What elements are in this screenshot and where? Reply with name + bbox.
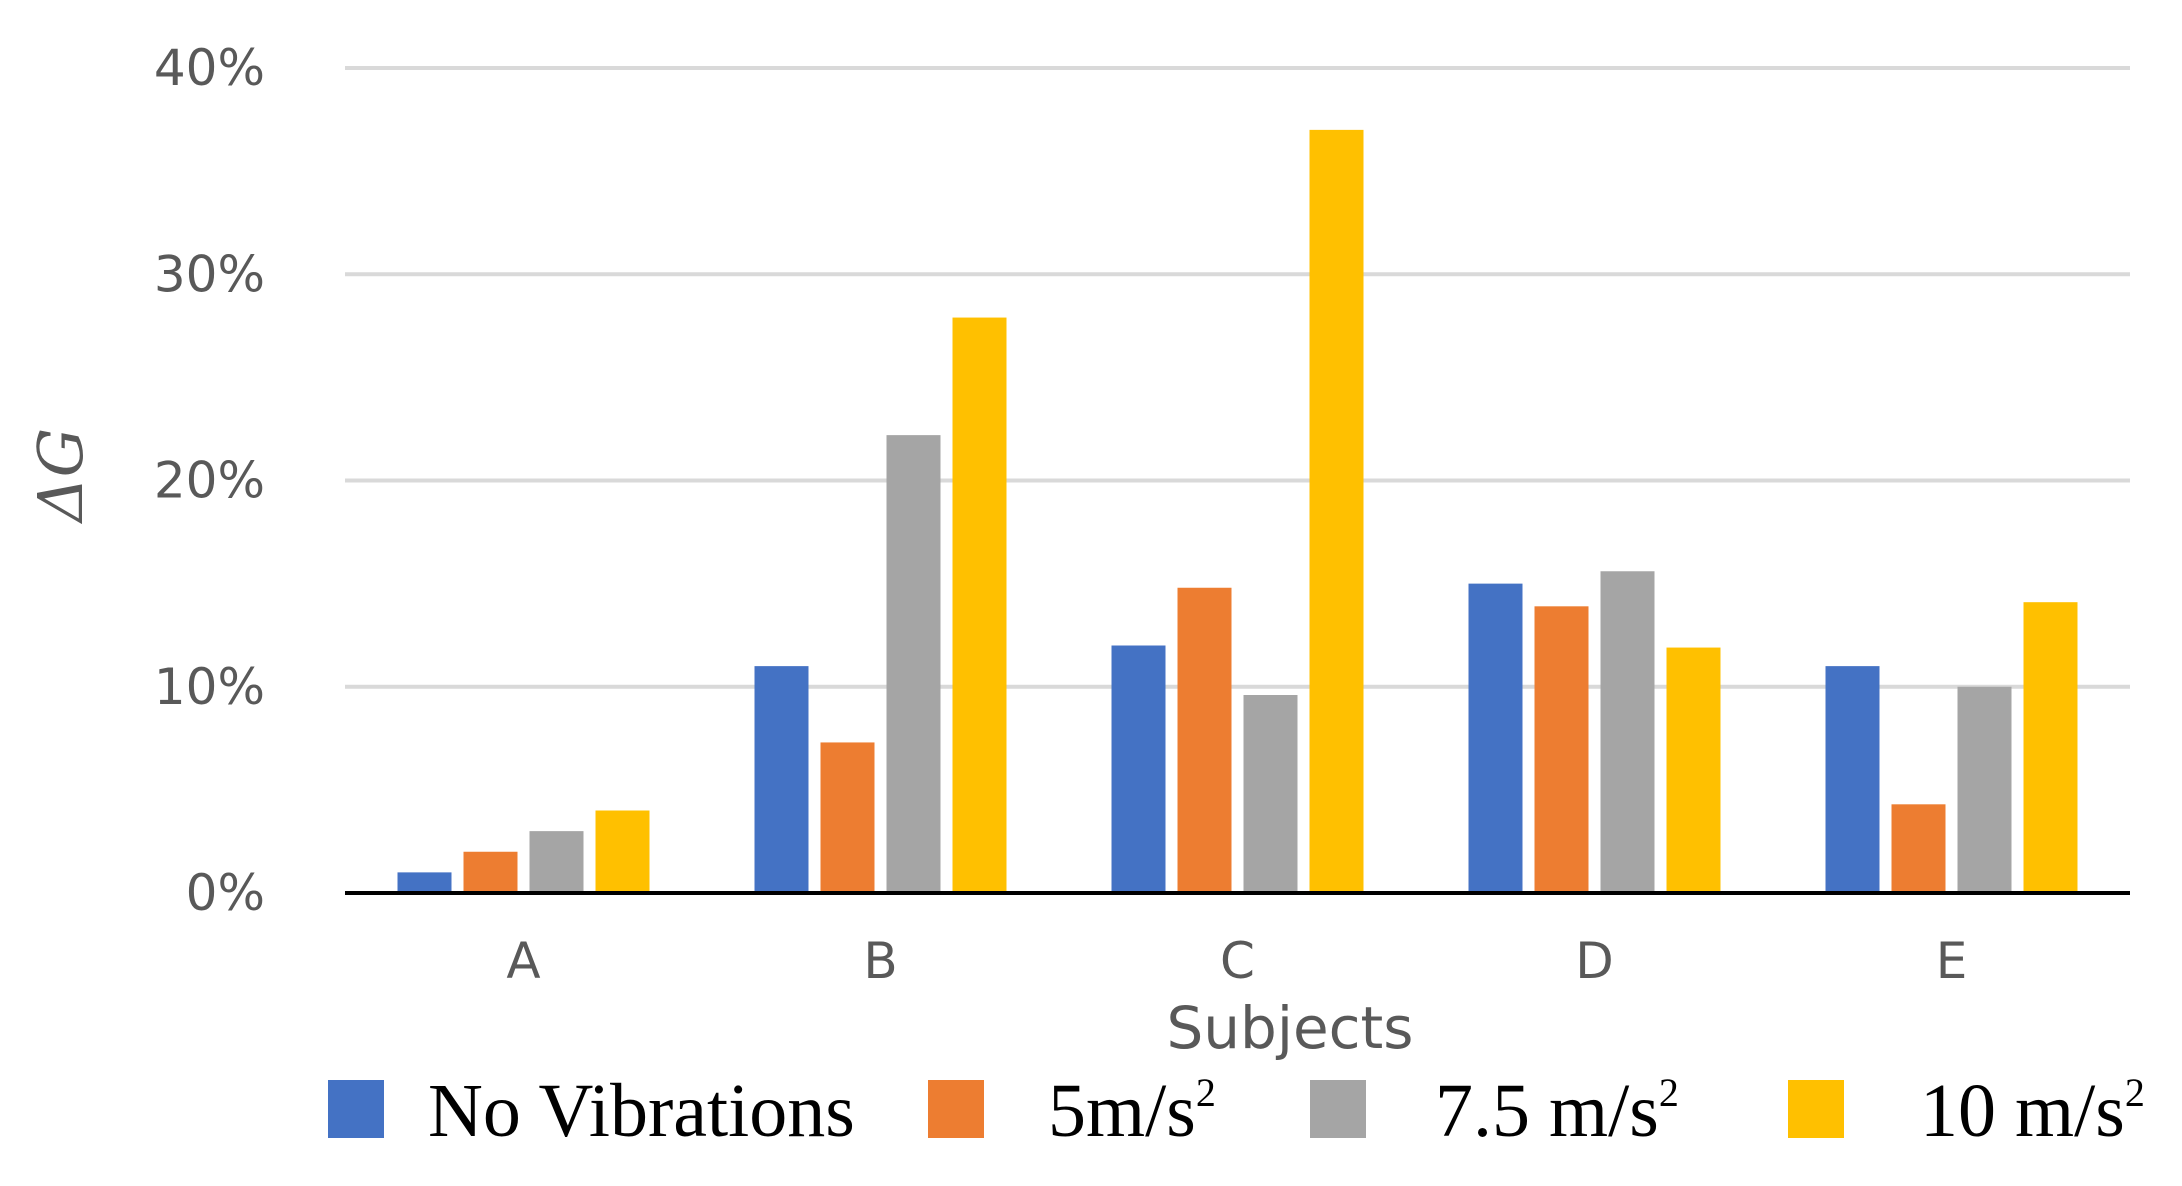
x-tick-label: D [1575, 932, 1614, 990]
bar [397, 872, 452, 893]
x-axis-title: Subjects [1166, 994, 1413, 1062]
y-tick-label: 40% [154, 39, 265, 97]
x-tick-label: E [1936, 932, 1968, 990]
bar [1111, 645, 1166, 893]
legend-label: No Vibrations [428, 1069, 855, 1153]
bar [820, 742, 875, 893]
bar [1891, 804, 1946, 893]
legend-swatch [328, 1080, 384, 1138]
bar [1600, 571, 1655, 893]
bar [2023, 602, 2078, 893]
x-tick-label: A [506, 932, 540, 990]
x-tick-labels: A B C D E [506, 932, 1967, 990]
y-tick-label: 0% [186, 864, 265, 922]
bar [1309, 129, 1364, 893]
bar [1825, 666, 1880, 893]
legend-swatch [928, 1080, 984, 1138]
bar [1468, 583, 1523, 893]
legend-label: 7.5 m/s2 [1435, 1069, 1679, 1153]
bars [397, 129, 2078, 893]
bar [1243, 695, 1298, 893]
legend-label: 10 m/s2 [1920, 1069, 2145, 1153]
legend-label: 5m/s2 [1048, 1069, 1216, 1153]
legend: No Vibrations 5m/s2 7.5 m/s2 10 m/s2 [328, 1069, 2145, 1153]
legend-swatch [1310, 1080, 1366, 1138]
x-tick-label: B [863, 932, 897, 990]
bar [886, 435, 941, 893]
gridlines [345, 66, 2130, 689]
bar [754, 666, 809, 893]
y-tick-label: 10% [154, 658, 265, 716]
bar [1666, 647, 1721, 893]
y-tick-labels: 0% 10% 20% 30% 40% [154, 39, 265, 922]
y-tick-label: 30% [154, 245, 265, 303]
y-tick-label: 20% [154, 452, 265, 510]
legend-swatch [1788, 1080, 1844, 1138]
y-axis-title: ΔG [24, 428, 97, 524]
x-tick-label: C [1220, 932, 1255, 990]
bar [1534, 606, 1589, 893]
bar [1177, 587, 1232, 893]
bar [529, 831, 584, 893]
bar [595, 810, 650, 893]
bar [463, 851, 518, 893]
bar [952, 317, 1007, 893]
bar [1957, 686, 2012, 893]
